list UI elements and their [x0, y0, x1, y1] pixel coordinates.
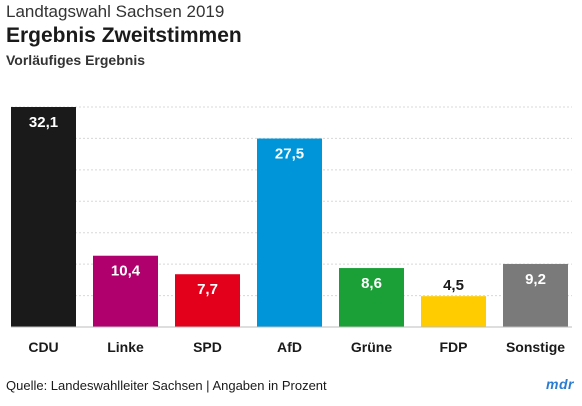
bars [11, 107, 568, 327]
bar-spd [175, 274, 240, 327]
source-note: Quelle: Landeswahlleiter Sachsen | Angab… [6, 378, 327, 393]
category-label-fdp: FDP [440, 339, 468, 355]
bar-cdu [11, 107, 76, 327]
category-label-linke: Linke [107, 339, 144, 355]
category-label-sonstige: Sonstige [506, 339, 565, 355]
bar-fdp [421, 296, 486, 327]
chart-title: Ergebnis Zweitstimmen [6, 24, 242, 47]
bar-gr-ne [339, 268, 404, 327]
value-labels: 32,1 10,4 7,7 27,5 8,6 4,5 9,2 [29, 114, 546, 298]
category-axis: CDU Linke SPD AfD Grüne FDP Sonstige [11, 326, 572, 355]
mdr-logo: mdr [546, 376, 574, 392]
value-label-cdu: 32,1 [29, 114, 58, 131]
chart-subtitle: Vorläufiges Ergebnis [6, 52, 145, 68]
value-label-fdp: 4,5 [443, 277, 464, 294]
value-label-gr-ne: 8,6 [361, 275, 382, 292]
bar-chart: 32,1 10,4 7,7 27,5 8,6 4,5 9,2 CDU Linke SPD AfD G… [11, 106, 572, 355]
bar-sonstige [503, 263, 568, 327]
value-label-linke: 10,4 [111, 263, 141, 280]
value-label-spd: 7,7 [197, 281, 218, 298]
category-label-gr-ne: Grüne [351, 339, 392, 355]
bar-afd [257, 138, 322, 327]
bar-linke [93, 255, 158, 327]
category-label-afd: AfD [277, 339, 302, 355]
category-label-spd: SPD [193, 339, 222, 355]
category-label-cdu: CDU [28, 339, 58, 355]
value-label-afd: 27,5 [275, 146, 304, 163]
value-label-sonstige: 9,2 [525, 271, 546, 288]
chart-kicker: Landtagswahl Sachsen 2019 [6, 2, 225, 21]
